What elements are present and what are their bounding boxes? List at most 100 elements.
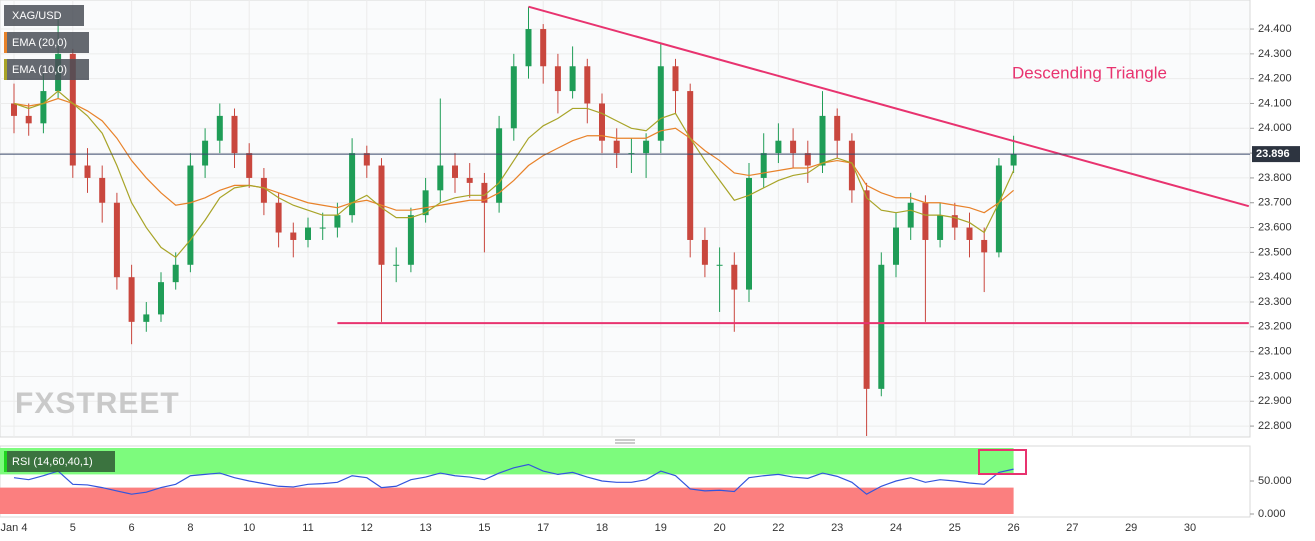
x-tick-label: 26 — [1007, 522, 1019, 534]
y-tick-label: 24.200 — [1258, 73, 1292, 85]
candle-body — [437, 165, 444, 191]
candle-body — [69, 53, 76, 166]
candle-body — [834, 115, 841, 141]
y-tick-label: 0.000 — [1258, 508, 1286, 520]
candle-body — [848, 140, 855, 191]
candle-body — [819, 115, 826, 166]
candle-body — [863, 190, 870, 389]
candle-body — [540, 29, 547, 67]
rsi-line — [13, 463, 1014, 495]
candle-body — [687, 91, 694, 240]
y-tick-label: 23.600 — [1258, 221, 1292, 233]
y-tick-label: 24.300 — [1258, 48, 1292, 60]
candle-body — [113, 202, 120, 278]
candle-body — [966, 227, 973, 240]
last-price-tag — [1252, 146, 1300, 163]
candle-body — [319, 227, 326, 229]
y-tick-label: 23.300 — [1258, 296, 1292, 308]
y-tick-label: 22.800 — [1258, 420, 1292, 432]
candle-body — [525, 29, 532, 67]
candle-body — [202, 140, 209, 166]
x-tick-label: 10 — [243, 522, 255, 534]
highlight-box — [978, 449, 1027, 475]
candle-body — [275, 202, 282, 233]
y-tick-label: 23.700 — [1258, 197, 1292, 209]
candle-body — [99, 177, 106, 203]
candle-body — [951, 215, 958, 228]
candle-body — [143, 314, 150, 322]
y-tick-label: 23.800 — [1258, 172, 1292, 184]
x-tick-label: 17 — [537, 522, 549, 534]
candle-body — [378, 165, 385, 265]
legend-box — [4, 32, 89, 53]
x-tick-label: 23 — [831, 522, 843, 534]
y-tick-label: 23.500 — [1258, 246, 1292, 258]
x-tick-label: Jan 4 — [1, 522, 28, 534]
candle-body — [407, 215, 414, 265]
candle-body — [746, 177, 752, 290]
candle-body — [40, 91, 47, 124]
legend-box — [4, 5, 84, 26]
candle-body — [128, 277, 135, 322]
candle-body — [84, 165, 91, 178]
candle-body — [569, 66, 576, 92]
candle-body — [305, 227, 311, 240]
candle-body — [158, 282, 164, 315]
rsi-zone — [0, 487, 1014, 514]
candle-body — [760, 153, 767, 178]
x-tick-label: 25 — [949, 522, 961, 534]
x-tick-label: 15 — [478, 522, 490, 534]
y-tick-label: 24.000 — [1258, 122, 1292, 134]
candle-body — [216, 115, 223, 141]
x-tick-label: 12 — [361, 522, 373, 534]
x-tick-label: 13 — [419, 522, 431, 534]
candle-body — [922, 202, 929, 240]
candle-body — [790, 140, 797, 154]
x-tick-label: 29 — [1125, 522, 1137, 534]
ema-line — [13, 90, 1015, 259]
trend-line — [528, 5, 1250, 208]
annotation: Descending Triangle — [1012, 63, 1167, 82]
candle-body — [613, 140, 620, 154]
candle-body — [701, 239, 708, 265]
candle-body — [907, 202, 914, 228]
legend-label: XAG/USD — [12, 10, 62, 22]
x-tick-label: 27 — [1066, 522, 1078, 534]
candle-body — [452, 165, 458, 178]
legend-box — [4, 59, 89, 80]
x-tick-label: 11 — [302, 522, 313, 534]
x-tick-label: 24 — [890, 522, 902, 534]
y-tick-label: 22.900 — [1258, 395, 1292, 407]
y-tick-label: 23.200 — [1258, 321, 1292, 333]
candle-body — [481, 182, 488, 203]
x-tick-label: 18 — [596, 522, 608, 534]
watermark: FXSTREET — [15, 387, 180, 420]
candle-body — [349, 153, 356, 216]
candle-body — [599, 103, 605, 141]
candle-body — [363, 153, 370, 166]
candle-body — [187, 165, 194, 265]
candle-body — [981, 239, 988, 253]
legend-label: EMA (20,0) — [12, 37, 67, 49]
y-tick-label: 24.400 — [1258, 23, 1292, 35]
x-tick-label: 5 — [70, 522, 76, 534]
candle-body — [172, 264, 179, 283]
candle-body — [554, 66, 561, 92]
legend-marker — [4, 59, 7, 80]
y-tick-label: 23.400 — [1258, 271, 1292, 283]
candle-body — [716, 264, 723, 266]
legend-marker — [4, 32, 7, 53]
candle-body — [11, 103, 17, 116]
y-tick-label: 24.100 — [1258, 97, 1292, 109]
legend-marker — [4, 451, 7, 472]
y-tick-label: 23.000 — [1258, 370, 1292, 382]
legend-label: RSI (14,60,40,1) — [12, 456, 93, 468]
candle-body — [657, 66, 664, 141]
candle-body — [995, 165, 1002, 253]
candle-body — [584, 66, 591, 104]
candle-body — [246, 153, 253, 178]
y-tick-label: 50.000 — [1258, 475, 1292, 487]
x-tick-label: 19 — [655, 522, 667, 534]
y-tick-label: 23.100 — [1258, 346, 1292, 358]
